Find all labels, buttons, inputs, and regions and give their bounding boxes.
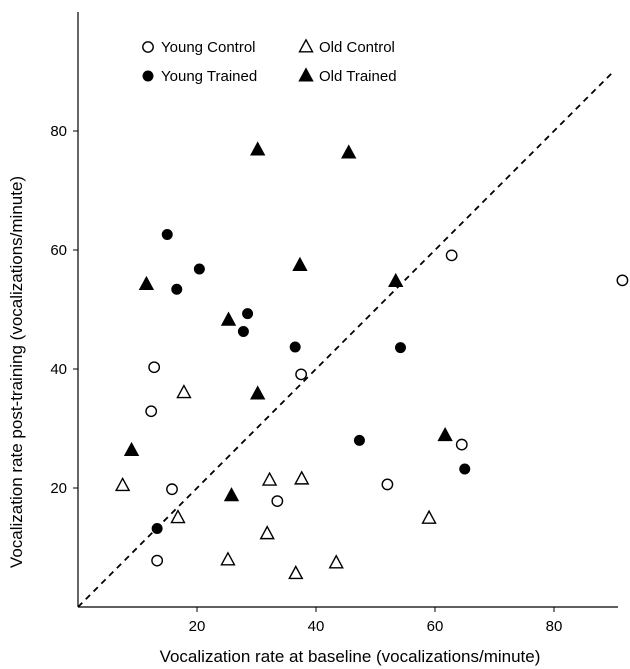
old-control-point bbox=[170, 509, 186, 524]
legend-marker-young-trained bbox=[142, 70, 154, 82]
old-control-point bbox=[294, 470, 310, 485]
young-control-point bbox=[166, 483, 178, 496]
x-tick-label: 20 bbox=[189, 618, 206, 635]
young-control-point bbox=[148, 361, 161, 374]
young-control-point bbox=[271, 495, 284, 507]
young-trained-point bbox=[161, 229, 173, 241]
x-tick-label: 40 bbox=[308, 618, 325, 635]
old-control-point bbox=[220, 551, 236, 566]
y-axis-title: Vocalization rate post-training (vocaliz… bbox=[7, 176, 26, 568]
young-control-point bbox=[455, 438, 468, 451]
legend-label-old-trained: Old Trained bbox=[319, 68, 397, 85]
young-control-point bbox=[381, 478, 394, 491]
young-trained-point bbox=[151, 522, 163, 534]
old-control-point bbox=[114, 476, 131, 492]
old-trained-point bbox=[388, 272, 404, 288]
old-control-point bbox=[259, 525, 275, 540]
reference-line-group bbox=[77, 70, 615, 608]
legend-marker-old-control bbox=[298, 38, 314, 53]
old-control-point bbox=[176, 384, 192, 399]
young-trained-point bbox=[289, 341, 301, 353]
old-control-point bbox=[288, 565, 304, 580]
data-points bbox=[114, 141, 629, 580]
legend-label-old-control: Old Control bbox=[319, 39, 395, 56]
legend-marker-young-control bbox=[142, 41, 154, 53]
old-trained-point bbox=[437, 426, 453, 442]
young-control-point bbox=[295, 368, 308, 381]
old-control-point bbox=[328, 554, 344, 569]
old-control-point bbox=[261, 471, 278, 486]
x-tick-label: 60 bbox=[427, 618, 444, 635]
young-control-point bbox=[145, 405, 158, 418]
y-tick-label: 20 bbox=[50, 480, 67, 497]
legend: Young Control Young Trained Old Control Old… bbox=[142, 38, 397, 85]
old-trained-point bbox=[292, 256, 308, 271]
old-trained-point bbox=[250, 141, 266, 156]
identity-reference-line bbox=[77, 70, 615, 608]
young-trained-point bbox=[459, 463, 471, 475]
young-trained-point bbox=[171, 283, 183, 295]
young-trained-point bbox=[394, 342, 406, 354]
old-trained-point bbox=[250, 385, 266, 400]
old-trained-point bbox=[223, 487, 240, 502]
old-trained-point bbox=[138, 275, 155, 291]
young-trained-point bbox=[353, 434, 365, 446]
legend-marker-old-trained bbox=[298, 67, 314, 82]
young-control-point bbox=[151, 554, 164, 567]
y-tick-label: 40 bbox=[50, 361, 67, 378]
old-control-point bbox=[421, 509, 437, 524]
young-trained-point bbox=[237, 326, 249, 338]
young-control-point bbox=[445, 249, 458, 262]
young-trained-point bbox=[193, 263, 205, 275]
young-trained-point bbox=[242, 308, 254, 320]
x-axis-title: Vocalization rate at baseline (vocalizat… bbox=[160, 647, 541, 666]
legend-label-young-trained: Young Trained bbox=[161, 68, 257, 85]
old-trained-point bbox=[123, 441, 140, 457]
legend-label-young-control: Young Control bbox=[161, 39, 256, 56]
old-trained-point bbox=[220, 311, 237, 326]
old-trained-point bbox=[341, 144, 357, 159]
y-tick-label: 80 bbox=[50, 123, 67, 140]
axes: 20 40 60 80 20 40 60 80 bbox=[50, 12, 618, 635]
x-tick-label: 80 bbox=[546, 618, 563, 635]
y-tick-label: 60 bbox=[50, 242, 67, 259]
young-control-point bbox=[616, 274, 629, 287]
